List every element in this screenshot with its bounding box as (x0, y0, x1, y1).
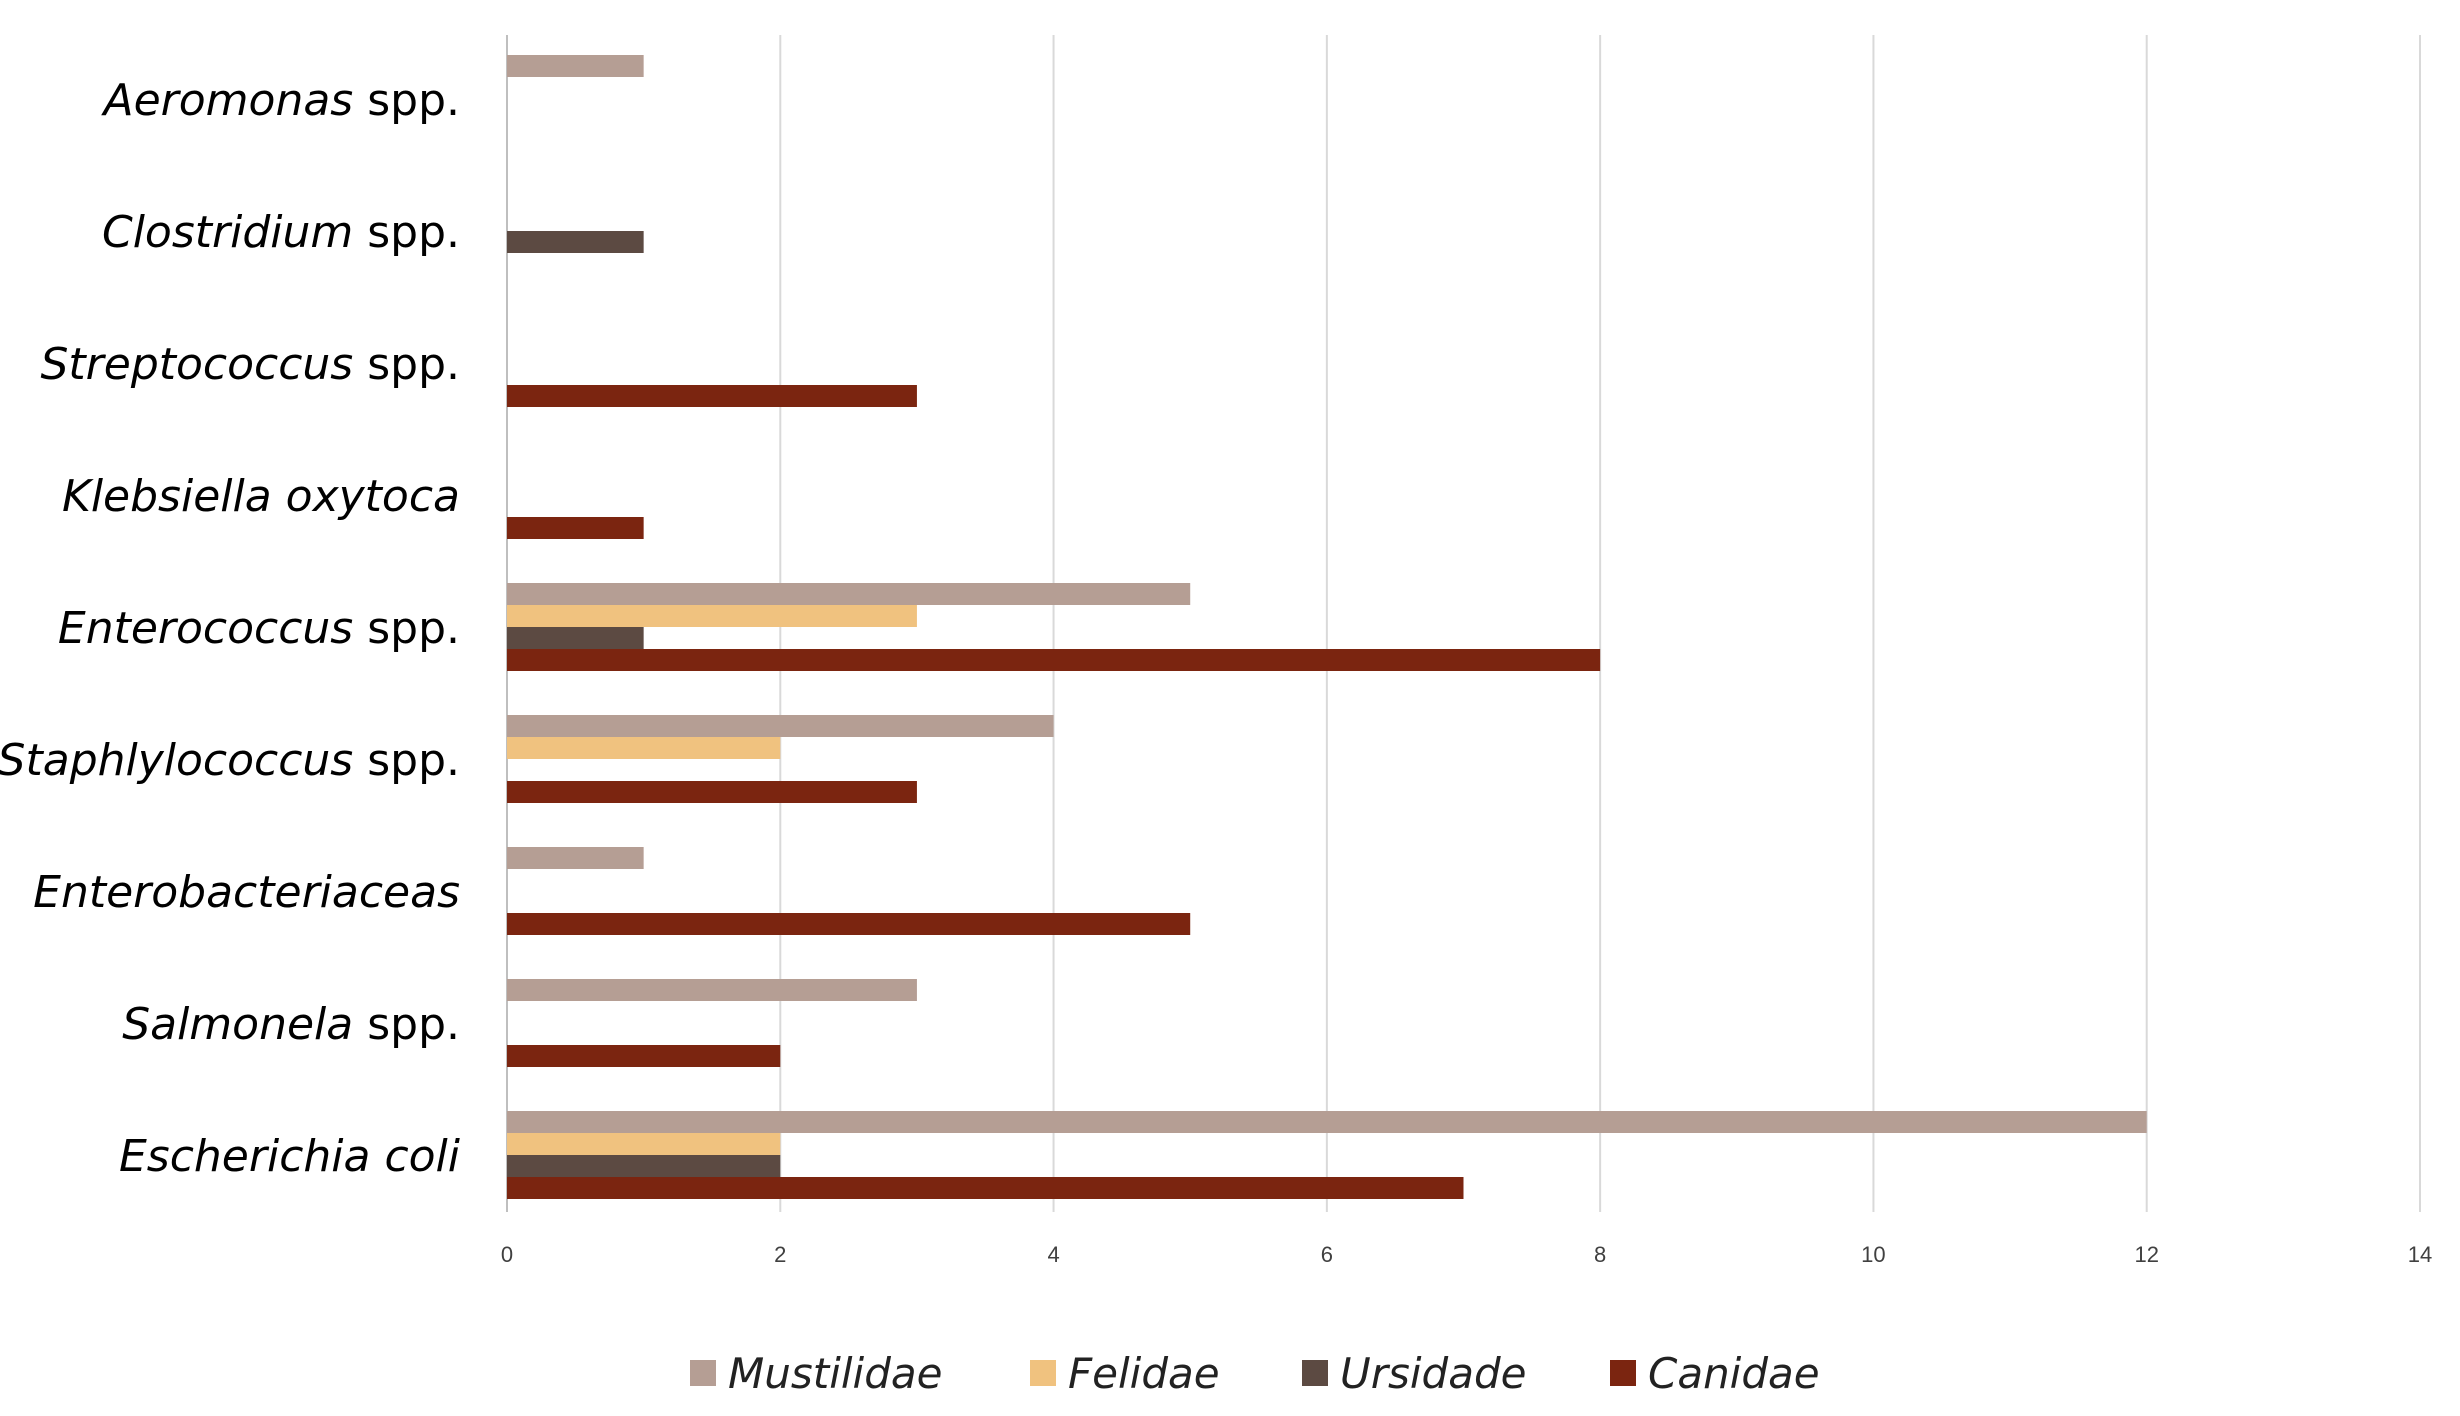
bar-mustilidae-5 (507, 715, 1054, 737)
bar-canidae-5 (507, 781, 917, 803)
legend-swatch-ursidade (1302, 1360, 1328, 1386)
category-label: Escherichia coli (119, 1131, 461, 1182)
category-label: Enterobacteriaceas (33, 867, 460, 918)
bar-mustilidae-8 (507, 1111, 2147, 1133)
x-tick-label-14: 14 (2408, 1242, 2432, 1267)
x-tick-label-10: 10 (1861, 1242, 1885, 1267)
bar-mustilidae-4 (507, 583, 1191, 605)
legend-label-felidae: Felidae (1068, 1349, 1220, 1398)
bar-felidae-8 (507, 1133, 781, 1155)
bar-ursidade-1 (507, 231, 644, 253)
bar-mustilidae-0 (507, 55, 644, 77)
category-labels: Aeromonas spp. Clostridium spp. Streptococ… (0, 75, 461, 1182)
bar-canidae-4 (507, 649, 1601, 671)
x-tick-labels: 0 2 4 6 8 10 12 14 (501, 1242, 2432, 1267)
legend-swatch-felidae (1030, 1360, 1056, 1386)
category-label: Aeromonas spp. (101, 75, 461, 126)
bar-canidae-3 (507, 517, 644, 539)
legend-label-canidae: Canidae (1648, 1349, 1820, 1398)
bar-mustilidae-6 (507, 847, 644, 869)
category-label: Salmonela spp. (122, 999, 460, 1050)
legend: Mustilidae Felidae Ursidade Canidae (690, 1349, 1820, 1398)
legend-label-mustilidae: Mustilidae (728, 1349, 942, 1398)
x-tick-label-6: 6 (1321, 1242, 1333, 1267)
bar-ursidade-4 (507, 627, 644, 649)
bar-canidae-6 (507, 913, 1191, 935)
bar-canidae-8 (507, 1177, 1464, 1199)
gridlines (506, 35, 2421, 1212)
x-tick-label-8: 8 (1594, 1242, 1606, 1267)
category-label: Enterococcus spp. (58, 603, 460, 654)
bar-canidae-2 (507, 385, 917, 407)
category-label: Streptococcus spp. (40, 339, 460, 390)
bar-mustilidae-7 (507, 979, 917, 1001)
bar-ursidade-8 (507, 1155, 781, 1177)
legend-swatch-mustilidae (690, 1360, 716, 1386)
category-label: Staphlylococcus spp. (0, 735, 460, 786)
bar-canidae-7 (507, 1045, 781, 1067)
category-label: Clostridium spp. (102, 207, 460, 258)
x-tick-label-12: 12 (2134, 1242, 2158, 1267)
legend-label-ursidade: Ursidade (1340, 1349, 1526, 1398)
category-label: Klebsiella oxytoca (62, 471, 460, 522)
bars (507, 55, 2147, 1199)
x-tick-label-0: 0 (501, 1242, 513, 1267)
x-tick-label-4: 4 (1047, 1242, 1059, 1267)
bar-felidae-4 (507, 605, 917, 627)
legend-swatch-canidae (1610, 1360, 1636, 1386)
bar-felidae-5 (507, 737, 781, 759)
x-tick-label-2: 2 (774, 1242, 786, 1267)
